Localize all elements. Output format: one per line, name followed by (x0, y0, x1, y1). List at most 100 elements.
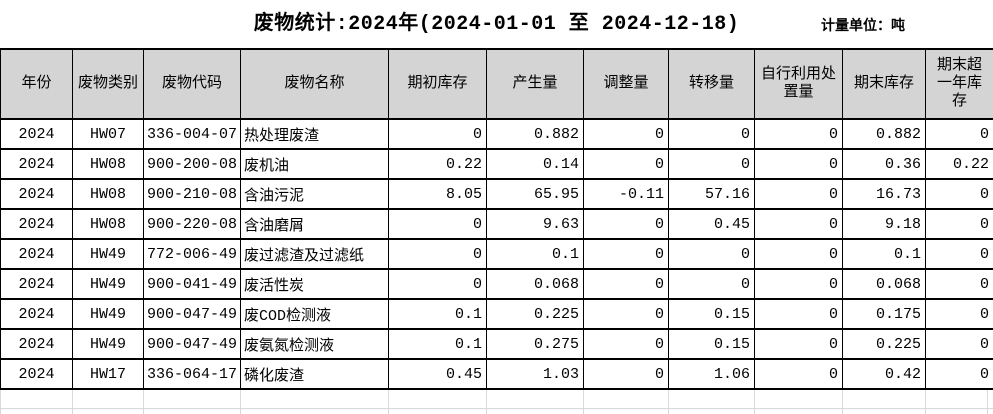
table-cell[interactable]: 0 (925, 358, 993, 390)
table-cell[interactable]: 772-006-49 (143, 238, 241, 270)
table-cell[interactable]: 0 (925, 208, 993, 240)
empty-grid-cell[interactable] (583, 408, 669, 414)
table-cell[interactable]: 336-004-07 (143, 118, 241, 150)
table-cell[interactable]: 1.03 (486, 358, 584, 390)
table-cell[interactable]: 0 (583, 148, 669, 180)
table-cell[interactable]: 0 (668, 268, 755, 300)
table-cell[interactable]: 2024 (0, 238, 73, 270)
column-header-7[interactable]: 转移量 (668, 48, 755, 120)
table-cell[interactable]: 废过滤渣及过滤纸 (240, 238, 389, 270)
empty-grid-cell[interactable] (754, 408, 843, 414)
table-cell[interactable]: 0.225 (486, 298, 584, 330)
empty-grid-cell[interactable] (72, 408, 144, 414)
empty-grid-cell[interactable] (143, 390, 241, 409)
column-header-1[interactable]: 废物类别 (72, 48, 144, 120)
table-cell[interactable]: 900-041-49 (143, 268, 241, 300)
table-cell[interactable]: 0.22 (925, 148, 993, 180)
empty-grid-cell[interactable] (925, 390, 988, 409)
column-header-10[interactable]: 期末超一年库存 (925, 48, 993, 120)
table-cell[interactable]: 0 (754, 148, 843, 180)
table-cell[interactable]: 0 (925, 118, 993, 150)
table-cell[interactable]: -0.11 (583, 178, 669, 210)
table-cell[interactable]: 2024 (0, 268, 73, 300)
table-cell[interactable]: 0.275 (486, 328, 584, 360)
table-cell[interactable]: 0 (925, 238, 993, 270)
table-cell[interactable]: 0.1 (842, 238, 926, 270)
table-cell[interactable]: 2024 (0, 208, 73, 240)
empty-grid-cell[interactable] (486, 408, 584, 414)
table-cell[interactable]: 0.1 (388, 328, 487, 360)
table-cell[interactable]: 0 (754, 178, 843, 210)
empty-grid-cell[interactable] (842, 390, 926, 409)
table-cell[interactable]: 磷化废渣 (240, 358, 389, 390)
table-cell[interactable]: 2024 (0, 328, 73, 360)
empty-grid-cell[interactable] (388, 408, 487, 414)
table-cell[interactable]: 0 (388, 238, 487, 270)
table-cell[interactable]: 含油污泥 (240, 178, 389, 210)
table-cell[interactable]: 0.882 (842, 118, 926, 150)
table-cell[interactable]: 0.1 (486, 238, 584, 270)
table-cell[interactable]: 0 (668, 238, 755, 270)
column-header-5[interactable]: 产生量 (486, 48, 584, 120)
column-header-9[interactable]: 期末库存 (842, 48, 926, 120)
empty-grid-cell[interactable] (240, 390, 389, 409)
table-cell[interactable]: 0.45 (668, 208, 755, 240)
empty-grid-cell[interactable] (668, 408, 755, 414)
table-cell[interactable]: 0.42 (842, 358, 926, 390)
empty-grid-cell[interactable] (668, 390, 755, 409)
table-cell[interactable]: 废机油 (240, 148, 389, 180)
table-cell[interactable]: 2024 (0, 178, 73, 210)
table-cell[interactable]: 废氨氮检测液 (240, 328, 389, 360)
table-cell[interactable]: 0 (754, 268, 843, 300)
column-header-2[interactable]: 废物代码 (143, 48, 241, 120)
table-cell[interactable]: 57.16 (668, 178, 755, 210)
table-cell[interactable]: 0 (668, 118, 755, 150)
table-cell[interactable]: 9.18 (842, 208, 926, 240)
table-cell[interactable]: HW49 (72, 328, 144, 360)
table-cell[interactable]: 0.175 (842, 298, 926, 330)
table-cell[interactable]: HW08 (72, 148, 144, 180)
table-cell[interactable]: 900-047-49 (143, 298, 241, 330)
column-header-8[interactable]: 自行利用处置量 (754, 48, 843, 120)
table-cell[interactable]: 900-047-49 (143, 328, 241, 360)
table-cell[interactable]: 0 (754, 328, 843, 360)
table-cell[interactable]: 0 (583, 208, 669, 240)
table-cell[interactable]: 2024 (0, 118, 73, 150)
table-cell[interactable]: HW17 (72, 358, 144, 390)
table-cell[interactable]: 0 (668, 148, 755, 180)
empty-grid-cell[interactable] (0, 408, 73, 414)
table-cell[interactable]: 0 (754, 298, 843, 330)
table-cell[interactable]: 0.15 (668, 298, 755, 330)
empty-grid-cell[interactable] (0, 390, 73, 409)
table-cell[interactable]: 336-064-17 (143, 358, 241, 390)
table-cell[interactable]: 0 (583, 238, 669, 270)
empty-grid-cell[interactable] (754, 390, 843, 409)
table-cell[interactable]: 0 (925, 328, 993, 360)
table-cell[interactable]: HW49 (72, 298, 144, 330)
table-cell[interactable]: HW07 (72, 118, 144, 150)
column-header-0[interactable]: 年份 (0, 48, 73, 120)
table-cell[interactable]: 0.068 (842, 268, 926, 300)
table-cell[interactable]: 0 (583, 118, 669, 150)
table-cell[interactable]: HW49 (72, 268, 144, 300)
table-cell[interactable]: 0.45 (388, 358, 487, 390)
table-cell[interactable]: 0 (925, 268, 993, 300)
column-header-6[interactable]: 调整量 (583, 48, 669, 120)
table-cell[interactable]: 0 (388, 268, 487, 300)
empty-grid-cell[interactable] (72, 390, 144, 409)
table-cell[interactable]: 0.882 (486, 118, 584, 150)
table-cell[interactable]: 900-220-08 (143, 208, 241, 240)
empty-grid-cell[interactable] (240, 408, 389, 414)
empty-grid-cell[interactable] (987, 390, 993, 409)
table-cell[interactable]: 废COD检测液 (240, 298, 389, 330)
table-cell[interactable]: 0 (583, 358, 669, 390)
table-cell[interactable]: 2024 (0, 148, 73, 180)
table-cell[interactable]: 热处理废渣 (240, 118, 389, 150)
table-cell[interactable]: 0 (754, 358, 843, 390)
empty-grid-cell[interactable] (925, 408, 988, 414)
table-cell[interactable]: 0 (583, 268, 669, 300)
empty-grid-cell[interactable] (842, 408, 926, 414)
table-cell[interactable]: 9.63 (486, 208, 584, 240)
column-header-4[interactable]: 期初库存 (388, 48, 487, 120)
table-cell[interactable]: 0 (388, 118, 487, 150)
